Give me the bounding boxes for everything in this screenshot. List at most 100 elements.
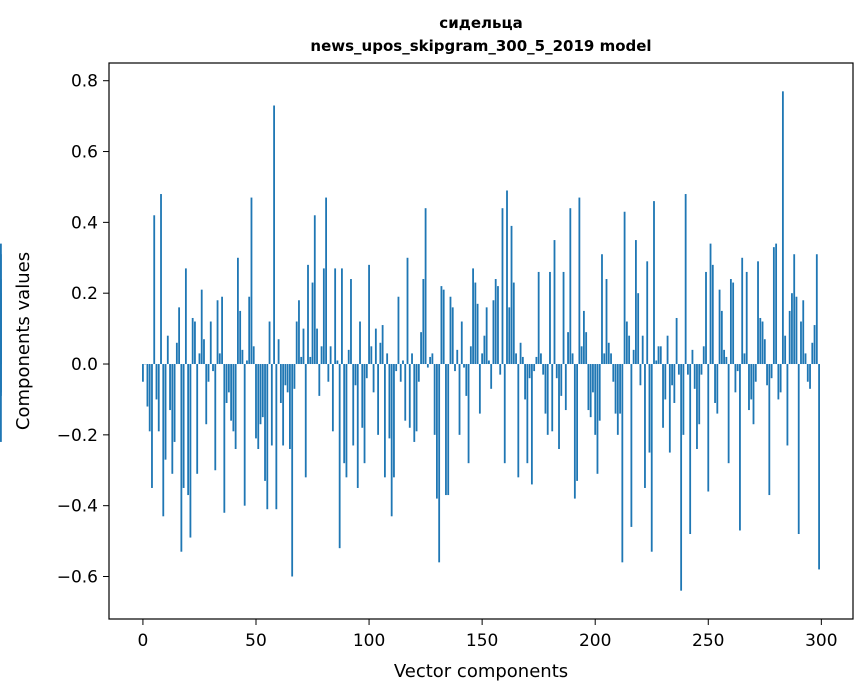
bar — [261, 364, 264, 418]
bar — [582, 310, 585, 365]
bar — [365, 364, 368, 379]
bar — [625, 321, 628, 365]
bar — [221, 296, 223, 365]
bar — [187, 364, 190, 496]
bar — [551, 364, 554, 432]
bar — [313, 215, 316, 365]
bar — [345, 364, 348, 478]
bar — [218, 353, 221, 365]
bar — [677, 364, 680, 375]
bar — [194, 321, 196, 365]
bar — [277, 339, 280, 365]
bar — [508, 307, 511, 365]
bar — [517, 364, 520, 478]
bar — [232, 364, 235, 432]
chart-subtitle: news_upos_skipgram_300_5_2019 model — [310, 37, 651, 55]
bar — [680, 364, 683, 591]
bar — [322, 268, 325, 365]
bar — [142, 364, 144, 382]
bar — [379, 342, 382, 365]
bar — [0, 243, 2, 365]
bar — [171, 364, 174, 474]
bar — [781, 91, 784, 365]
bar — [454, 364, 456, 372]
bar — [252, 346, 255, 365]
bar — [666, 335, 669, 365]
bar — [474, 282, 477, 365]
y-tick-label: 0.8 — [71, 72, 98, 92]
bar — [490, 364, 493, 389]
bar — [191, 317, 194, 365]
bar — [795, 296, 798, 365]
bar — [555, 364, 558, 379]
bar — [334, 268, 337, 365]
bar — [157, 364, 160, 432]
bar — [424, 208, 427, 365]
bar — [711, 264, 714, 365]
bar — [653, 201, 655, 365]
bar — [338, 364, 341, 549]
bar — [320, 346, 323, 365]
bar — [426, 364, 429, 368]
bar — [404, 364, 407, 421]
bar — [623, 211, 626, 365]
bar — [732, 282, 735, 365]
bar — [650, 364, 653, 552]
bar — [273, 105, 275, 365]
x-tick-label: 50 — [245, 631, 267, 651]
bar — [478, 364, 481, 414]
bar — [655, 360, 658, 365]
bar — [675, 317, 678, 365]
bar — [422, 279, 425, 365]
y-tick-label: 0.4 — [71, 213, 98, 233]
bar — [408, 364, 411, 428]
bar — [363, 364, 366, 464]
bar — [589, 364, 592, 418]
x-tick-label: 200 — [579, 631, 611, 651]
bar — [540, 353, 542, 365]
bar — [241, 349, 244, 365]
bar — [207, 364, 210, 382]
bar — [472, 268, 474, 365]
bar — [736, 364, 739, 372]
bar — [370, 346, 373, 365]
x-tick-label: 250 — [692, 631, 724, 651]
x-axis-label: Vector components — [394, 661, 568, 682]
bar — [614, 364, 617, 414]
bar — [576, 364, 579, 481]
bar — [815, 254, 818, 365]
bar — [524, 364, 526, 400]
bar — [325, 197, 327, 365]
bar — [148, 364, 151, 432]
bar — [741, 257, 744, 365]
bar — [770, 364, 773, 379]
bar — [415, 364, 418, 432]
bar — [309, 356, 312, 365]
bar — [350, 279, 352, 365]
bar — [596, 364, 599, 474]
bar — [750, 364, 753, 400]
bar — [560, 364, 563, 396]
bar — [571, 353, 574, 365]
bar — [630, 364, 633, 527]
bar — [587, 364, 590, 411]
bar — [585, 332, 588, 365]
chart-title: сидельца — [439, 14, 522, 32]
bar — [497, 286, 499, 365]
bar — [544, 364, 547, 414]
bar — [687, 364, 689, 375]
x-tick-label: 0 — [138, 631, 149, 651]
bar — [533, 364, 536, 372]
bar — [766, 364, 768, 386]
bar — [237, 257, 239, 365]
bar — [255, 364, 257, 439]
bar — [592, 364, 594, 393]
bar — [178, 307, 181, 365]
bar — [788, 310, 791, 365]
bar — [530, 364, 533, 485]
bar — [700, 364, 703, 375]
y-tick-label: −0.6 — [57, 568, 98, 588]
bar — [743, 353, 746, 365]
bar — [806, 364, 809, 382]
bar — [146, 364, 149, 407]
